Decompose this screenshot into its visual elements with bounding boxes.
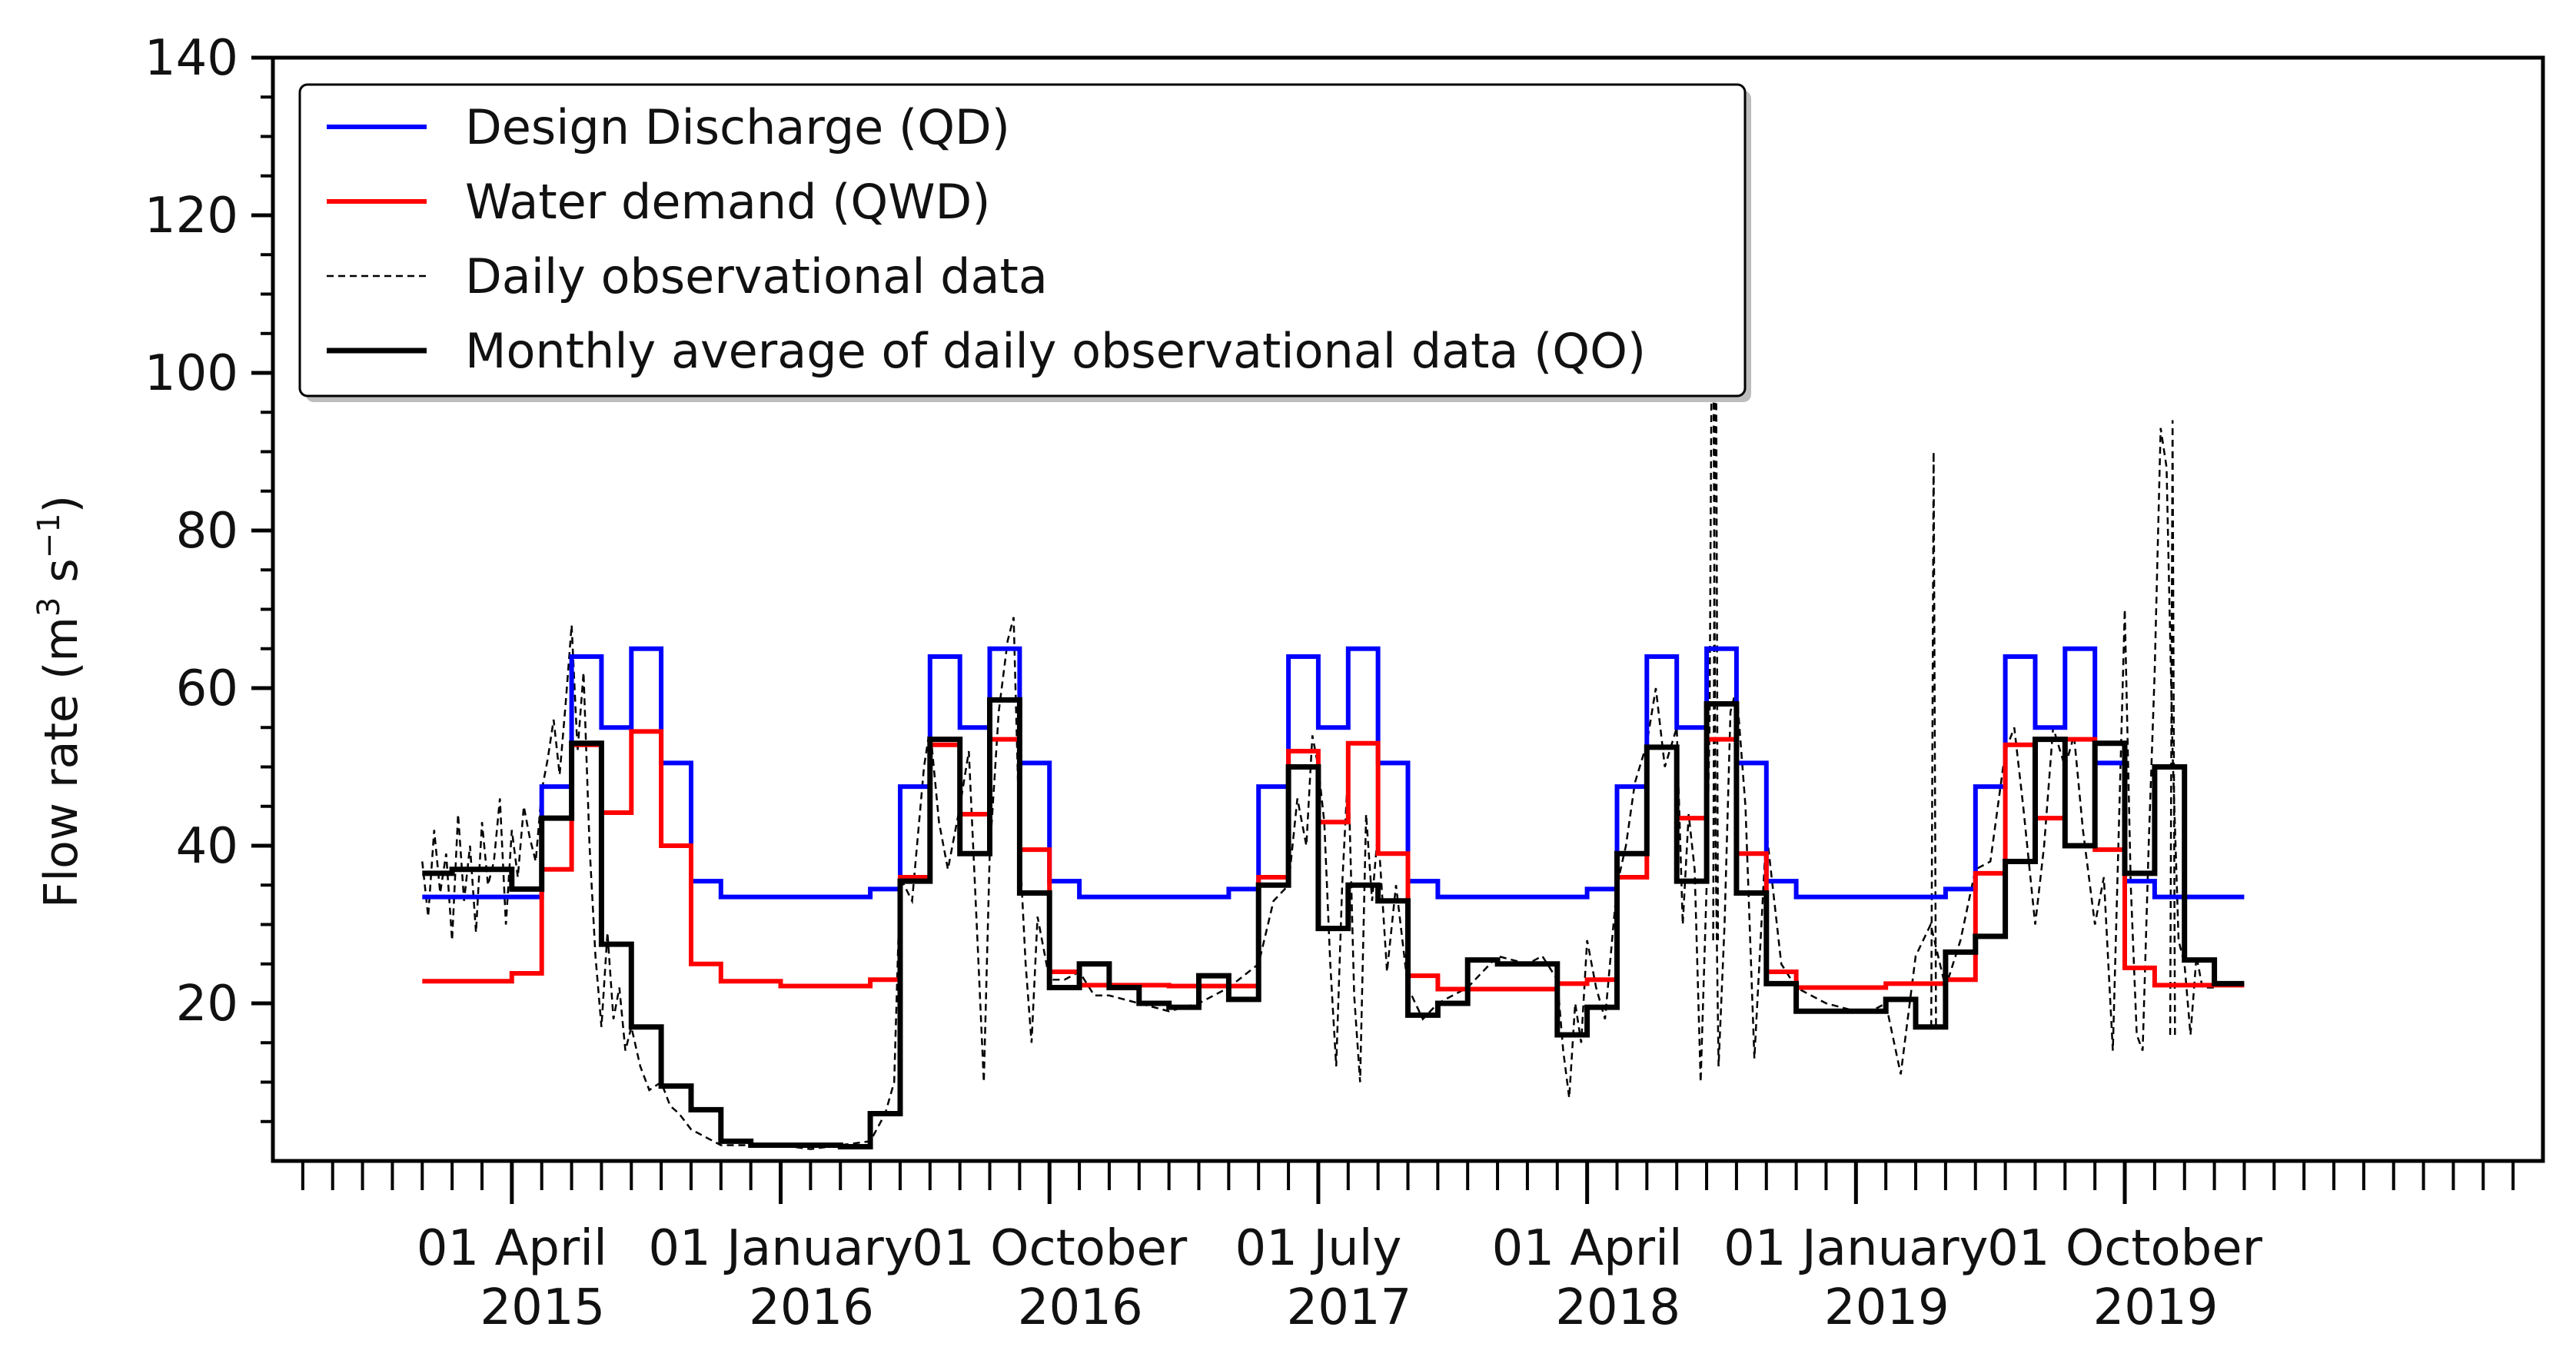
x-tick-label-line1: 01 October: [1987, 1220, 2263, 1277]
daily-spike-1: [1930, 451, 1937, 1027]
legend: Design Discharge (QD) Water demand (QWD) D…: [298, 83, 1751, 402]
legend-box: [298, 83, 1747, 397]
series-line-2: [422, 697, 2245, 1149]
x-tick-label-line2: 2019: [1824, 1279, 1949, 1336]
x-tick-label-line2: 2016: [1018, 1279, 1143, 1336]
x-tick-label-line2: 2018: [1555, 1279, 1680, 1336]
x-tick-label-line1: 01 July: [1235, 1220, 1401, 1277]
series-line-0: [422, 646, 2245, 900]
y-axis-label-main: Flow rate (m: [35, 617, 88, 908]
x-tick-label-line2: 2017: [1286, 1279, 1411, 1336]
y-axis-label-sup2: −1: [32, 513, 67, 558]
y-axis-label-sup1: 3: [32, 597, 67, 617]
daily-spike-2: [2169, 420, 2176, 1036]
legend-label-2: Daily observational data: [465, 248, 1048, 304]
y-axis-label: Flow rate (m3 s−1): [32, 495, 88, 908]
y-tick-label: 120: [145, 188, 238, 244]
svg-text:Flow rate (m3 s−1): Flow rate (m3 s−1): [32, 495, 88, 908]
legend-label-3: Monthly average of daily observational d…: [465, 323, 1646, 379]
legend-label-0: Design Discharge (QD): [465, 99, 1010, 155]
y-tick-label: 140: [145, 30, 238, 87]
x-tick-label-line1: 01 April: [1492, 1220, 1683, 1277]
x-tick-label-line1: 01 October: [912, 1220, 1188, 1277]
y-axis-label-end: ): [35, 495, 88, 513]
y-tick-label: 40: [176, 818, 238, 875]
x-tick-label-line2: 2019: [2093, 1279, 2219, 1336]
y-tick-label: 100: [145, 345, 238, 402]
legend-label-1: Water demand (QWD): [465, 174, 990, 230]
x-tick-label-line2: 2015: [480, 1279, 605, 1336]
y-tick-label: 20: [176, 976, 238, 1033]
x-tick-label-line1: 01 January: [1723, 1220, 1988, 1277]
daily-observational-line: [421, 175, 2215, 1150]
y-tick-label: 80: [176, 503, 238, 560]
x-tick-label-line1: 01 April: [417, 1220, 607, 1277]
y-axis-label-mid: s: [35, 558, 88, 597]
x-tick-label-line2: 2016: [749, 1279, 874, 1336]
x-tick-label-line1: 01 January: [648, 1220, 912, 1277]
y-tick-label: 60: [176, 660, 238, 717]
